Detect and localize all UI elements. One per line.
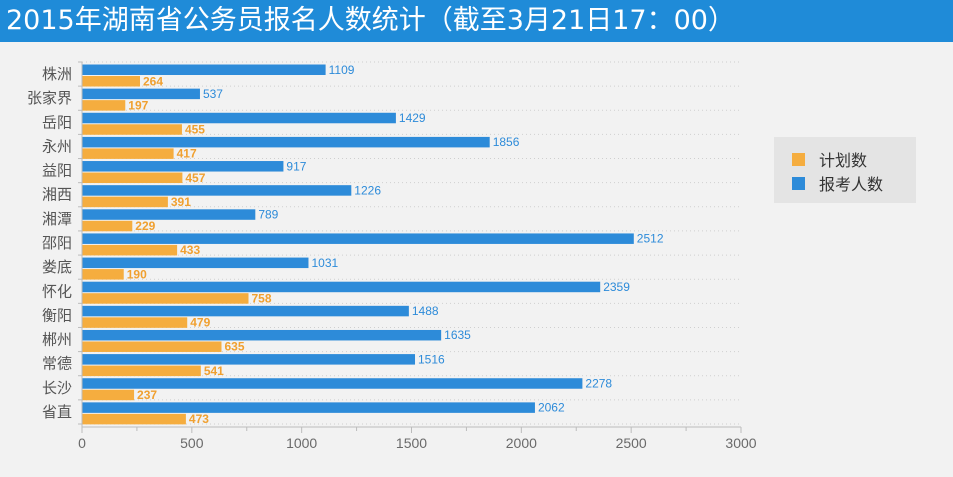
data-label-plan: 635 [224,340,244,354]
data-label-applicants: 1031 [311,256,338,270]
legend-item-applicants: 报考人数 [792,172,883,194]
bar-plan [82,244,178,256]
bar-plan [82,100,126,111]
legend-label-plan: 计划数 [819,151,868,170]
data-label-plan: 758 [252,291,272,305]
bar-plan [82,341,222,352]
data-label-applicants: 789 [258,208,278,222]
bar-plan [82,76,140,87]
data-label-applicants: 2359 [603,280,630,294]
data-label-plan: 455 [185,123,205,137]
data-label-plan: 479 [190,316,210,330]
data-label-plan: 190 [127,267,147,281]
category-label: 益阳 [42,162,72,180]
bar-applicants [82,64,326,75]
category-label: 湘潭 [42,210,72,228]
category-label: 怀化 [42,282,72,300]
bar-plan [82,413,186,425]
legend: 计划数 报考人数 [774,137,916,203]
data-label-applicants: 1226 [354,183,381,197]
data-label-plan: 541 [204,364,224,378]
bar-applicants [82,112,396,124]
x-tick-label: 1000 [286,435,317,451]
bar-applicants [82,402,535,413]
category-label: 岳阳 [42,113,72,131]
x-tick-label: 2000 [506,435,537,451]
category-label: 郴州 [42,331,72,349]
bar-plan [82,365,201,377]
category-label: 娄底 [42,258,72,276]
category-label: 张家界 [27,89,72,107]
legend-item-plan: 计划数 [792,148,867,170]
bar-applicants [82,233,634,244]
data-label-plan: 473 [189,412,209,426]
bar-plan [82,269,124,280]
bars-group: 1109 264 537 197 1429 455 1856 417 917 457 1226 391… [82,63,664,426]
data-label-plan: 417 [177,147,197,161]
bar-applicants [82,329,442,341]
data-label-applicants: 537 [203,87,223,101]
bar-plan [82,293,249,304]
bar-plan [82,124,182,135]
bar-plan [82,220,133,232]
data-label-plan: 197 [128,98,148,112]
data-label-plan: 457 [185,171,205,185]
category-label: 永州 [42,137,72,155]
category-label: 湘西 [42,186,72,204]
data-label-plan: 229 [135,219,155,233]
category-label: 株洲 [42,65,72,83]
data-label-applicants: 1856 [493,135,520,149]
data-label-applicants: 1429 [399,111,426,125]
category-label: 省直 [42,403,72,421]
bar-applicants [82,281,601,293]
data-label-applicants: 917 [286,159,306,173]
data-label-applicants: 2062 [538,401,565,415]
data-label-applicants: 2512 [637,232,664,246]
bar-applicants [82,209,256,220]
data-label-applicants: 1488 [412,304,439,318]
data-label-applicants: 2278 [585,376,612,390]
bar-applicants [82,185,352,196]
x-tick-label: 3000 [725,435,756,451]
bar-applicants [82,88,200,100]
bar-applicants [82,257,309,269]
title-bar: 2015年湖南省公务员报名人数统计（截至3月21日17：00） [0,0,953,42]
bar-applicants [82,161,284,172]
category-label: 长沙 [42,379,72,397]
category-label: 邵阳 [42,234,72,252]
data-label-plan: 391 [171,195,191,209]
data-label-plan: 264 [143,74,163,88]
bar-plan [82,196,168,208]
data-label-applicants: 1635 [444,328,471,342]
legend-label-applicants: 报考人数 [819,175,884,194]
x-tick-label: 1500 [396,435,427,451]
x-tick-label: 2500 [616,435,647,451]
bar-plan [82,389,135,401]
bar-applicants [82,136,490,148]
legend-swatch-applicants [792,176,805,190]
x-tick-label: 500 [180,435,204,451]
bar-applicants [82,305,409,317]
data-label-plan: 433 [180,243,200,257]
data-label-applicants: 1516 [418,352,445,366]
x-axis: 0 500 1000 1500 2000 2500 3000 [78,61,757,451]
bar-applicants [82,354,416,365]
bar-applicants [82,378,583,389]
category-label: 常德 [42,355,72,373]
legend-swatch-plan [792,152,805,166]
data-label-plan: 237 [137,388,157,402]
bar-plan [82,148,174,159]
chart-title: 2015年湖南省公务员报名人数统计（截至3月21日17：00） [6,5,735,36]
x-tick-label: 0 [78,435,86,451]
bar-plan [82,317,188,328]
data-label-applicants: 1109 [329,63,355,77]
category-label: 衡阳 [42,306,72,324]
bar-plan [82,172,183,184]
